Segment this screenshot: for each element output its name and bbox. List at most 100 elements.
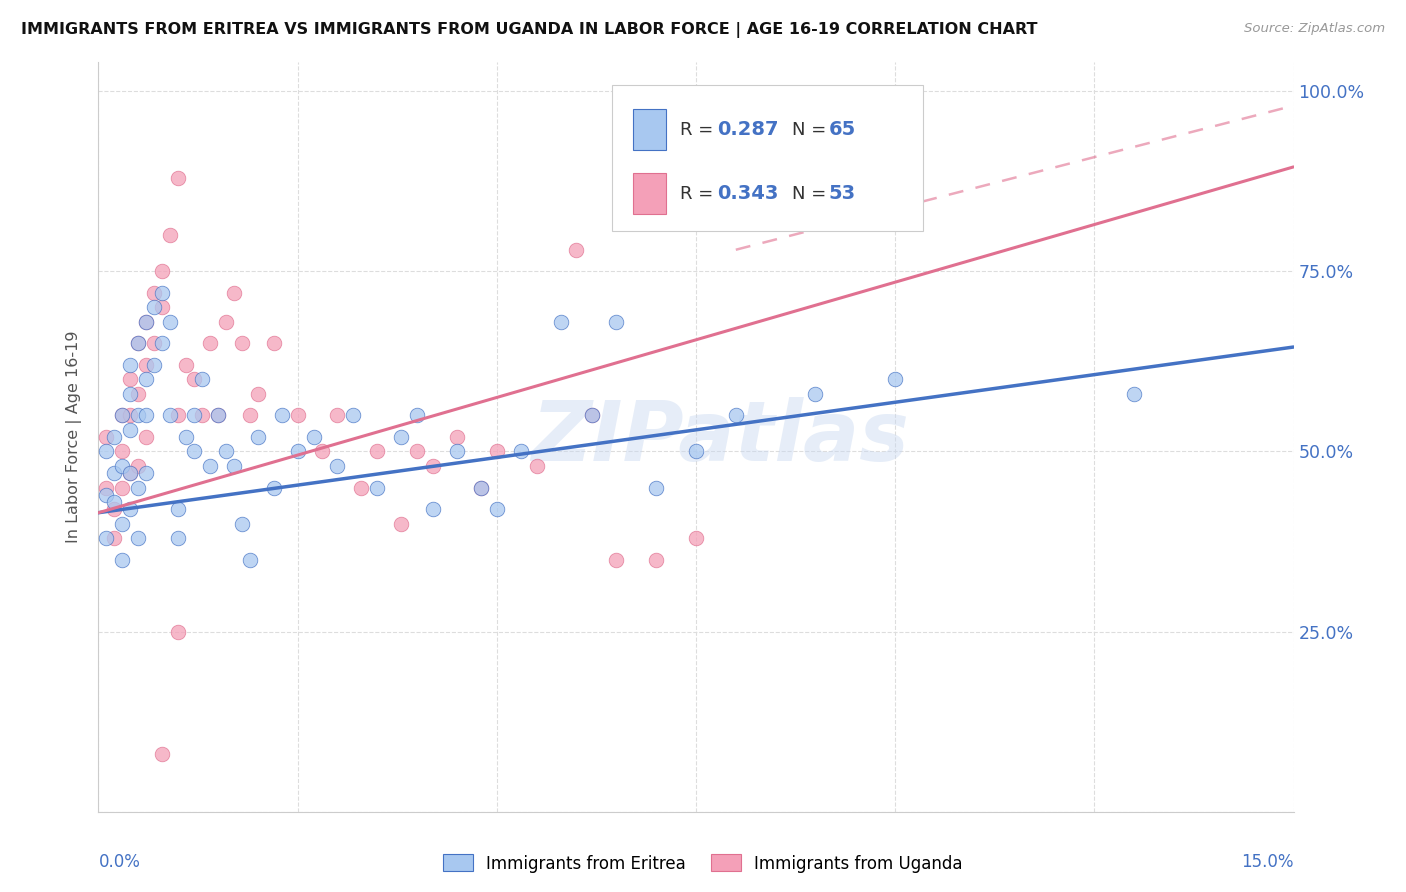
Text: 0.287: 0.287 bbox=[717, 120, 779, 139]
Point bbox=[581, 409, 603, 423]
Point bbox=[150, 747, 173, 761]
Point bbox=[406, 409, 429, 423]
Point bbox=[470, 481, 492, 495]
Point bbox=[191, 372, 214, 386]
Point bbox=[159, 315, 181, 329]
Point bbox=[685, 531, 707, 545]
Point bbox=[127, 481, 149, 495]
Point bbox=[207, 409, 229, 423]
Point bbox=[103, 430, 125, 444]
Text: R =: R = bbox=[681, 121, 720, 139]
Point bbox=[143, 336, 166, 351]
Point bbox=[645, 481, 668, 495]
Point bbox=[120, 466, 142, 480]
Point bbox=[215, 444, 238, 458]
Text: 65: 65 bbox=[828, 120, 856, 139]
Point bbox=[167, 170, 190, 185]
Point bbox=[96, 444, 118, 458]
Point bbox=[127, 409, 149, 423]
Point bbox=[263, 481, 285, 495]
Point bbox=[287, 409, 309, 423]
Point bbox=[111, 481, 134, 495]
Point bbox=[326, 458, 349, 473]
Point bbox=[167, 531, 190, 545]
Point bbox=[422, 458, 444, 473]
Text: 0.343: 0.343 bbox=[717, 184, 779, 203]
Point bbox=[159, 409, 181, 423]
Point bbox=[287, 444, 309, 458]
Point bbox=[183, 372, 205, 386]
Point bbox=[103, 495, 125, 509]
Text: 0.0%: 0.0% bbox=[98, 853, 141, 871]
Point bbox=[183, 409, 205, 423]
Point bbox=[231, 516, 253, 531]
Point bbox=[135, 315, 157, 329]
Text: ZIPatlas: ZIPatlas bbox=[531, 397, 908, 477]
Text: 53: 53 bbox=[828, 184, 856, 203]
Point bbox=[135, 372, 157, 386]
Point bbox=[446, 430, 468, 444]
Point bbox=[111, 409, 134, 423]
Point bbox=[111, 444, 134, 458]
Point bbox=[550, 315, 572, 329]
Point bbox=[183, 444, 205, 458]
Point bbox=[605, 315, 627, 329]
Text: N =: N = bbox=[792, 121, 831, 139]
Point bbox=[127, 336, 149, 351]
Point bbox=[135, 430, 157, 444]
Point bbox=[150, 285, 173, 300]
Point bbox=[198, 336, 221, 351]
Point bbox=[96, 430, 118, 444]
Point bbox=[526, 458, 548, 473]
Point bbox=[222, 458, 245, 473]
Point bbox=[167, 409, 190, 423]
Point bbox=[342, 409, 364, 423]
Point bbox=[96, 488, 118, 502]
Point bbox=[135, 315, 157, 329]
Point bbox=[326, 409, 349, 423]
Point bbox=[231, 336, 253, 351]
Point bbox=[120, 372, 142, 386]
Point bbox=[366, 444, 388, 458]
Point bbox=[605, 552, 627, 566]
Text: 15.0%: 15.0% bbox=[1241, 853, 1294, 871]
Point bbox=[804, 387, 827, 401]
Point bbox=[96, 481, 118, 495]
Point bbox=[406, 444, 429, 458]
Point bbox=[103, 502, 125, 516]
Point bbox=[685, 444, 707, 458]
Point bbox=[111, 458, 134, 473]
Point bbox=[565, 243, 588, 257]
Text: R =: R = bbox=[681, 185, 720, 202]
Point bbox=[422, 502, 444, 516]
Point bbox=[263, 336, 285, 351]
Point bbox=[167, 624, 190, 639]
Point bbox=[270, 409, 292, 423]
Point bbox=[143, 358, 166, 372]
Point bbox=[311, 444, 333, 458]
Point bbox=[111, 552, 134, 566]
Point bbox=[470, 481, 492, 495]
Point bbox=[174, 430, 197, 444]
Point bbox=[222, 285, 245, 300]
Point bbox=[350, 481, 373, 495]
Point bbox=[135, 409, 157, 423]
Point bbox=[215, 315, 238, 329]
Point bbox=[239, 409, 262, 423]
Point bbox=[120, 409, 142, 423]
Point bbox=[103, 531, 125, 545]
Point bbox=[581, 409, 603, 423]
Point bbox=[96, 531, 118, 545]
Point bbox=[246, 387, 269, 401]
Point bbox=[150, 336, 173, 351]
Point bbox=[127, 336, 149, 351]
Point bbox=[150, 264, 173, 278]
Point bbox=[446, 444, 468, 458]
Point bbox=[127, 458, 149, 473]
Point bbox=[1123, 387, 1146, 401]
Point bbox=[724, 409, 747, 423]
Point bbox=[120, 466, 142, 480]
Point bbox=[485, 502, 508, 516]
Point bbox=[135, 466, 157, 480]
Point bbox=[111, 409, 134, 423]
